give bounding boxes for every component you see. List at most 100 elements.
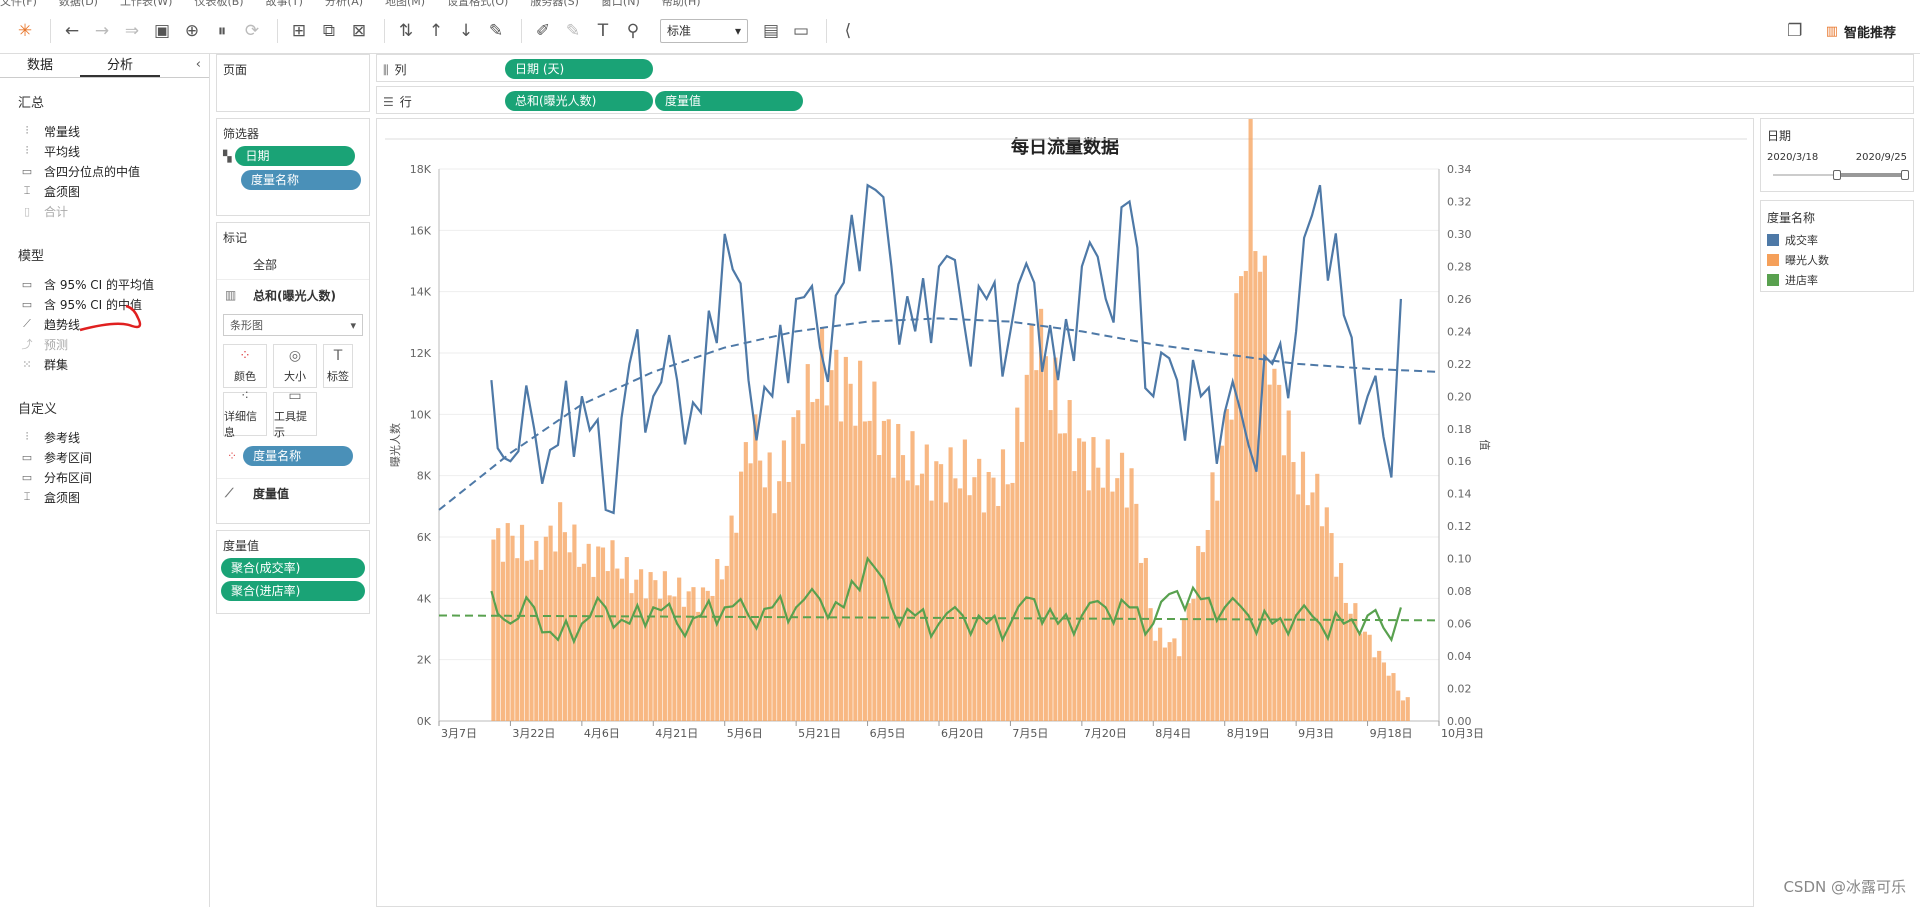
tooltip-button[interactable]: ▭工具提示: [273, 392, 317, 436]
measure-pill-conversion[interactable]: 聚合(成交率): [221, 558, 365, 578]
tableau-logo-icon[interactable]: ✳: [12, 17, 38, 45]
menu-bar: 文件(F) 数据(D) 工作表(W) 仪表板(B) 故事(T) 分析(A) 地图(M) 设置格…: [0, 0, 1920, 8]
redo-icon[interactable]: →: [89, 17, 115, 45]
analytics-item[interactable]: ▭含四分位点的中值: [0, 161, 209, 181]
legend-item[interactable]: 成交率: [1761, 230, 1913, 250]
divider: [50, 19, 51, 43]
rows-pill-impressions[interactable]: 总和(曝光人数): [505, 91, 653, 111]
menu-item[interactable]: 地图(M): [385, 0, 425, 8]
bar-mark: [601, 548, 605, 721]
presentation-icon[interactable]: ▭: [788, 17, 814, 45]
swap-axes-icon[interactable]: ⇅: [393, 17, 419, 45]
annotate-icon[interactable]: ✎: [560, 17, 586, 45]
pages-card[interactable]: 页面: [216, 54, 370, 112]
analytics-item[interactable]: ⫶平均线: [0, 141, 209, 161]
slider-handle-start[interactable]: [1833, 170, 1841, 180]
share-icon[interactable]: ⟨: [835, 17, 861, 45]
color-button[interactable]: ⁘颜色: [223, 344, 267, 388]
fix-axes-icon[interactable]: ⚲: [620, 17, 646, 45]
rows-shelf[interactable]: ☰行 总和(曝光人数) 度量值: [376, 86, 1914, 114]
date-slider[interactable]: [1761, 167, 1913, 183]
filter-pill-date[interactable]: 日期: [235, 146, 355, 166]
size-button[interactable]: ◎大小: [273, 344, 317, 388]
bar-mark: [977, 459, 981, 721]
menu-item[interactable]: 数据(D): [59, 0, 98, 8]
analytics-item[interactable]: ⌶盒须图: [0, 487, 209, 507]
pane-tabs: 数据 分析 ‹: [0, 54, 209, 78]
menu-item[interactable]: 服务器(S): [530, 0, 579, 8]
analytics-item[interactable]: ⌶盒须图: [0, 181, 209, 201]
bar-mark: [1025, 375, 1029, 721]
menu-item[interactable]: 文件(F): [0, 0, 37, 8]
y-tick-label-right: 0.14: [1447, 488, 1472, 501]
menu-item[interactable]: 窗口(N): [601, 0, 640, 8]
chevron-down-icon: ▾: [735, 24, 741, 38]
detail-button[interactable]: ⁖详细信息: [223, 392, 267, 436]
x-tick-label: 8月19日: [1227, 727, 1270, 740]
label-icon[interactable]: T: [590, 17, 616, 45]
undo-icon[interactable]: ←: [59, 17, 85, 45]
view-size-select[interactable]: 标准 ▾: [660, 19, 748, 43]
columns-shelf[interactable]: ⫼列 日期 (天): [376, 54, 1914, 82]
slider-handle-end[interactable]: [1901, 170, 1909, 180]
analytics-item[interactable]: ▭含 95% CI 的平均值: [0, 274, 209, 294]
filter-pill-measure-names[interactable]: 度量名称: [241, 170, 361, 190]
filters-card[interactable]: 筛选器 ▚ 日期 度量名称: [216, 118, 370, 216]
duplicate-sheet-icon[interactable]: ⧉: [316, 17, 342, 45]
rows-pill-measure-values[interactable]: 度量值: [655, 91, 803, 111]
bar-mark: [791, 417, 795, 721]
refresh-icon[interactable]: ⟳: [239, 17, 265, 45]
menu-item[interactable]: 仪表板(B): [194, 0, 243, 8]
measure-pill-entry-rate[interactable]: 聚合(进店率): [221, 581, 365, 601]
clear-sheet-icon[interactable]: ⊠: [346, 17, 372, 45]
bar-mark: [491, 540, 495, 721]
tab-data[interactable]: 数据: [0, 54, 80, 77]
pause-updates-icon[interactable]: ⏸: [209, 17, 235, 45]
legend-item[interactable]: 进店率: [1761, 270, 1913, 290]
menu-item[interactable]: 故事(T): [266, 0, 303, 8]
analytics-item[interactable]: ▯合计: [0, 201, 209, 221]
analytics-item[interactable]: ⁙群集: [0, 354, 209, 374]
tab-analytics[interactable]: 分析: [80, 54, 160, 77]
collapse-icon[interactable]: ‹: [196, 57, 201, 72]
menu-item[interactable]: 设置格式(O): [447, 0, 508, 8]
save-icon[interactable]: ▣: [149, 17, 175, 45]
legend-item[interactable]: 曝光人数: [1761, 250, 1913, 270]
bar-mark: [1196, 546, 1200, 721]
pin-icon[interactable]: ✎: [483, 17, 509, 45]
menu-item[interactable]: 分析(A): [325, 0, 363, 8]
analytics-item[interactable]: ⫶参考线: [0, 427, 209, 447]
bookmark-icon[interactable]: ❐: [1782, 17, 1808, 45]
analytics-item[interactable]: ▭分布区间: [0, 467, 209, 487]
marks-all[interactable]: 全部: [217, 250, 369, 280]
legend-card: 度量名称 成交率曝光人数进店率: [1760, 200, 1914, 292]
menu-item[interactable]: 帮助(H): [662, 0, 701, 8]
mark-type-value: 条形图: [230, 317, 263, 333]
new-datasource-icon[interactable]: ⊕: [179, 17, 205, 45]
analytics-item[interactable]: ⫶常量线: [0, 121, 209, 141]
filter-funnel-icon: ▚: [223, 150, 231, 163]
mark-type-select[interactable]: 条形图 ▾: [223, 314, 363, 336]
color-pill-measure-names[interactable]: 度量名称: [243, 446, 353, 466]
bar-mark: [877, 455, 881, 721]
analytics-item[interactable]: ▭参考区间: [0, 447, 209, 467]
new-sheet-icon[interactable]: ⊞: [286, 17, 312, 45]
bar-mark: [720, 579, 724, 721]
highlight-icon[interactable]: ✐: [530, 17, 556, 45]
replay-icon[interactable]: ⇒: [119, 17, 145, 45]
y-tick-label-right: 0.30: [1447, 228, 1472, 241]
menu-item[interactable]: 工作表(W): [120, 0, 172, 8]
columns-pill-date[interactable]: 日期 (天): [505, 59, 653, 79]
show-cards-icon[interactable]: ▤: [758, 17, 784, 45]
smart-recommend-button[interactable]: ▥ 智能推荐: [1826, 22, 1896, 41]
bar-mark: [849, 384, 853, 721]
marks-measure[interactable]: ▥ 总和(曝光人数): [217, 280, 369, 310]
rows-icon: ☰: [383, 95, 394, 109]
sort-descending-icon[interactable]: ↓: [453, 17, 479, 45]
sort-ascending-icon[interactable]: ↑: [423, 17, 449, 45]
y-tick-label-right: 0.32: [1447, 195, 1472, 208]
marks-measure-values[interactable]: ⟋ 度量值: [217, 478, 369, 508]
bar-mark: [1191, 599, 1195, 721]
